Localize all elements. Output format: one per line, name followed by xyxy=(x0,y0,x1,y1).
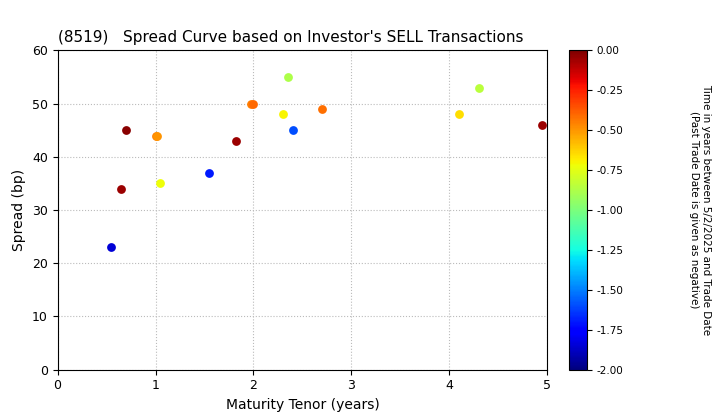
X-axis label: Maturity Tenor (years): Maturity Tenor (years) xyxy=(225,398,379,412)
Point xyxy=(536,121,548,128)
Point xyxy=(277,111,289,118)
Point xyxy=(155,180,166,187)
Point xyxy=(120,127,132,134)
Point xyxy=(115,185,127,192)
Point xyxy=(230,137,242,144)
Point xyxy=(248,100,259,107)
Point xyxy=(454,111,465,118)
Text: (8519)   Spread Curve based on Investor's SELL Transactions: (8519) Spread Curve based on Investor's … xyxy=(58,30,523,45)
Y-axis label: Spread (bp): Spread (bp) xyxy=(12,169,27,251)
Point xyxy=(152,132,163,139)
Point xyxy=(316,105,328,112)
Point xyxy=(204,169,215,176)
Point xyxy=(106,244,117,251)
Point xyxy=(287,127,298,134)
Point xyxy=(245,100,256,107)
Point xyxy=(473,84,485,91)
Y-axis label: Time in years between 5/2/2025 and Trade Date
(Past Trade Date is given as negat: Time in years between 5/2/2025 and Trade… xyxy=(689,84,711,336)
Point xyxy=(282,74,294,80)
Point xyxy=(150,132,161,139)
